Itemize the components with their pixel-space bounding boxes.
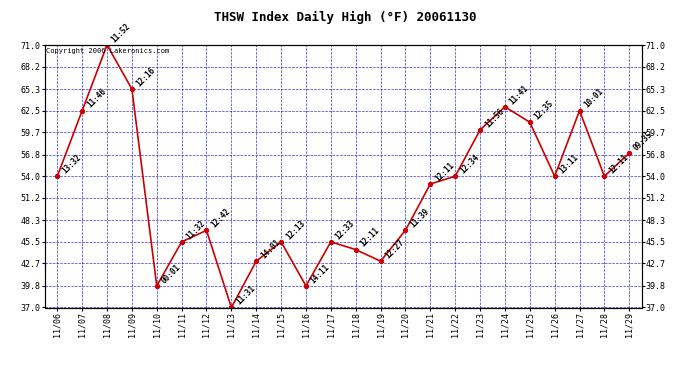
Point <box>101 42 112 48</box>
Text: 14:01: 14:01 <box>259 238 282 260</box>
Point <box>151 283 162 289</box>
Text: 12:13: 12:13 <box>284 218 306 241</box>
Text: 11:32: 11:32 <box>184 218 207 241</box>
Text: 12:11: 12:11 <box>433 160 456 183</box>
Text: 12:33: 12:33 <box>334 218 356 241</box>
Point <box>450 173 461 179</box>
Text: 12:42: 12:42 <box>209 207 232 230</box>
Point <box>351 247 362 253</box>
Point <box>500 104 511 110</box>
Point <box>300 283 311 289</box>
Text: 10:01: 10:01 <box>582 87 605 110</box>
Text: 11:39: 11:39 <box>408 207 431 230</box>
Point <box>425 181 436 187</box>
Text: 12:27: 12:27 <box>384 238 406 260</box>
Point <box>574 108 585 114</box>
Point <box>226 304 237 310</box>
Text: 11:46: 11:46 <box>85 87 108 110</box>
Point <box>201 227 212 233</box>
Text: 11:31: 11:31 <box>234 284 257 307</box>
Point <box>325 239 336 245</box>
Point <box>176 239 187 245</box>
Point <box>524 119 535 125</box>
Text: 13:32: 13:32 <box>60 153 83 176</box>
Text: 12:16: 12:16 <box>135 66 157 88</box>
Point <box>250 258 262 264</box>
Point <box>77 108 88 114</box>
Text: 09:35: 09:35 <box>632 130 655 152</box>
Point <box>275 239 286 245</box>
Text: 14:11: 14:11 <box>308 262 331 285</box>
Point <box>126 86 137 92</box>
Text: 12:11: 12:11 <box>359 226 381 249</box>
Text: 00:01: 00:01 <box>159 262 182 285</box>
Text: 12:35: 12:35 <box>533 99 555 122</box>
Text: 12:11: 12:11 <box>607 153 630 176</box>
Point <box>624 150 635 156</box>
Text: 12:34: 12:34 <box>458 153 481 176</box>
Text: Copyright 2006 Lakeronics.com: Copyright 2006 Lakeronics.com <box>46 48 169 54</box>
Text: THSW Index Daily High (°F) 20061130: THSW Index Daily High (°F) 20061130 <box>214 11 476 24</box>
Point <box>599 173 610 179</box>
Text: 13:11: 13:11 <box>558 153 580 176</box>
Point <box>549 173 560 179</box>
Point <box>52 173 63 179</box>
Text: 11:56: 11:56 <box>483 106 506 129</box>
Point <box>475 127 486 133</box>
Text: 11:41: 11:41 <box>508 83 531 106</box>
Text: 11:52: 11:52 <box>110 21 132 44</box>
Point <box>375 258 386 264</box>
Point <box>400 227 411 233</box>
